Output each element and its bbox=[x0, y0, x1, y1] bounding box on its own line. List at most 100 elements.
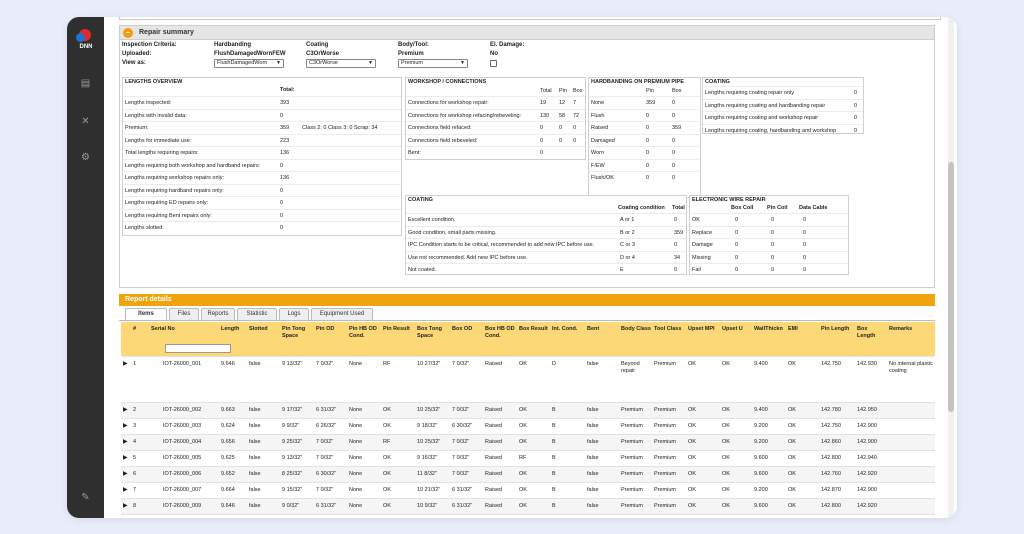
coating-cond-value: D or 4 bbox=[620, 254, 635, 261]
coating-cond-value: A or 1 bbox=[620, 217, 635, 223]
column-header[interactable]: WallThickn bbox=[754, 326, 783, 332]
table-row[interactable]: ▶ 8 IOT-26000_009 9.646 false 9 0/32" 6 31/32"… bbox=[121, 498, 935, 514]
coating-select[interactable]: C3OrWorse ▼ bbox=[306, 59, 376, 68]
table-cell: 142.920 bbox=[857, 471, 877, 477]
column-header[interactable]: Tool Class bbox=[654, 326, 682, 332]
table-cell: OK bbox=[788, 471, 796, 477]
ewr-row: Missing 0 0 0 bbox=[690, 250, 848, 264]
table-row[interactable]: ▶ 5 IOT-26000_005 9.625 false 9 13/32" 7 0/32"… bbox=[121, 450, 935, 466]
table-cell: 3 bbox=[133, 423, 137, 429]
workshop-row: Connections field rebeveled: 0 0 0 bbox=[406, 133, 585, 147]
table-cell: 9 0/32" bbox=[282, 503, 300, 509]
table-cell: 7 0/32" bbox=[452, 361, 470, 367]
table-row[interactable]: ▶9IOT-26000_0169.583false8 31/32"6 27/32… bbox=[121, 514, 935, 518]
table-cell: 9.656 bbox=[221, 439, 235, 445]
table-cell: 6 31/32" bbox=[452, 503, 473, 509]
lengths-row-value: 223 bbox=[280, 137, 290, 144]
hardbanding-select[interactable]: FlushDamagedWorn ▼ bbox=[214, 59, 284, 68]
tab-statistic[interactable]: Statistic bbox=[237, 308, 277, 320]
ewr-row-label: OK bbox=[692, 217, 700, 223]
table-row[interactable]: ▶ 3 IOT-26000_003 9.624 false 9 9/32" 6 26/32"… bbox=[121, 418, 935, 434]
column-header[interactable]: Body Class bbox=[621, 326, 651, 332]
column-header[interactable]: Bent bbox=[587, 326, 600, 332]
expand-row-icon[interactable]: ▶ bbox=[123, 407, 128, 413]
table-cell: Premium bbox=[621, 471, 644, 477]
tab-items[interactable]: Items bbox=[125, 308, 167, 320]
table-cell: None bbox=[349, 487, 363, 493]
table-cell: OK bbox=[688, 471, 696, 477]
column-header[interactable]: Int. Cond. bbox=[552, 326, 578, 332]
table-cell: false bbox=[249, 423, 261, 429]
body-tool-select[interactable]: Premium ▼ bbox=[398, 59, 468, 68]
ewr-row-label: Fail bbox=[692, 267, 701, 273]
table-cell: 7 0/32" bbox=[452, 439, 470, 445]
column-header[interactable]: Box Result bbox=[519, 326, 548, 332]
column-header[interactable]: Box OD bbox=[452, 326, 473, 332]
table-row[interactable]: ▶ 7 IOT-26000_007 9.664 false 9 15/32" 7 0/32"… bbox=[121, 482, 935, 498]
expand-row-icon[interactable]: ▶ bbox=[123, 487, 128, 493]
table-row[interactable]: ▶ 1 IOT-26000_001 9.646 false 9 13/32" 7 0/32"… bbox=[121, 356, 935, 402]
workshop-col-header: Total bbox=[540, 88, 552, 94]
column-header[interactable]: Box Length bbox=[857, 326, 876, 339]
table-cell: 9.646 bbox=[221, 361, 235, 367]
el-damage-label: El. Damage: bbox=[490, 42, 525, 48]
column-header[interactable]: Pin Length bbox=[821, 326, 850, 332]
table-row[interactable]: ▶ 2 IOT-26000_002 9.663 false 9 17/32" 6 31/32… bbox=[121, 402, 935, 418]
column-header[interactable]: Slotted bbox=[249, 326, 268, 332]
expand-row-icon[interactable]: ▶ bbox=[123, 423, 128, 429]
hardbanding-section: HARDBANDING ON PREMIUM PIPE Pin Box None 359… bbox=[588, 77, 701, 198]
repair-summary-header[interactable]: − Repair summary bbox=[119, 25, 935, 40]
lengths-row-label: Lengths requiring ED repairs only: bbox=[125, 200, 209, 206]
coating-cond-row: IPC Condition starts to be critical, rec… bbox=[406, 238, 686, 251]
expand-row-icon[interactable]: ▶ bbox=[123, 471, 128, 477]
gear-icon[interactable]: ⚙ bbox=[81, 152, 90, 163]
tab-equipment-used[interactable]: Equipment Used bbox=[311, 308, 373, 320]
coating-cond-label: Excellent condition. bbox=[408, 217, 456, 223]
column-header[interactable]: Upset MPI bbox=[688, 326, 715, 332]
tab-logs[interactable]: Logs bbox=[279, 308, 309, 320]
pencil-icon[interactable]: ✎ bbox=[81, 492, 90, 503]
column-header[interactable]: Remarks bbox=[889, 326, 913, 332]
table-row[interactable]: ▶ 4 IOT-26000_004 9.656 false 9 25/32" 7 0/32"… bbox=[121, 434, 935, 450]
lengths-overview-section-title: LENGTHS OVERVIEW bbox=[125, 79, 183, 85]
expand-row-icon[interactable]: ▶ bbox=[123, 503, 128, 509]
document-icon[interactable]: ▤ bbox=[80, 78, 91, 89]
column-header[interactable]: Box Tong Space bbox=[417, 326, 442, 339]
column-header[interactable]: Upset U bbox=[722, 326, 743, 332]
lengths-row-label: Lengths slotted: bbox=[125, 225, 164, 231]
table-cell: 10 25/32" bbox=[417, 439, 441, 445]
table-cell: 9 13/32" bbox=[282, 361, 303, 367]
column-header[interactable]: Serial No bbox=[151, 326, 175, 332]
serial-filter-input[interactable] bbox=[165, 344, 231, 353]
table-row[interactable]: ▶ 6 IOT-26000_006 9.652 false 8 25/32" 6 30/32… bbox=[121, 466, 935, 482]
expand-row-icon[interactable]: ▶ bbox=[123, 455, 128, 461]
table-cell: OK bbox=[722, 439, 730, 445]
expand-row-icon[interactable]: ▶ bbox=[123, 439, 128, 445]
table-cell: false bbox=[249, 407, 261, 413]
column-header[interactable]: # bbox=[133, 326, 137, 332]
column-header[interactable]: Pin HB OD Cond. bbox=[349, 326, 377, 339]
column-header[interactable]: EMI bbox=[788, 326, 798, 332]
vertical-scrollbar[interactable] bbox=[948, 17, 954, 518]
coating-label: Coating bbox=[306, 42, 329, 48]
coating-condition-section-title: COATING bbox=[408, 197, 433, 203]
expand-row-icon[interactable]: ▶ bbox=[123, 361, 128, 367]
workshop-row-value: 0 bbox=[540, 150, 544, 156]
hardbanding-row: Damaged 0 0 bbox=[589, 133, 700, 147]
dnn-logo[interactable]: DNN bbox=[75, 29, 97, 55]
report-details-header[interactable]: Report details bbox=[119, 294, 935, 306]
column-header[interactable]: Box HB OD Cond. bbox=[485, 326, 515, 339]
column-header[interactable]: Pin Result bbox=[383, 326, 410, 332]
tools-icon[interactable]: ✕ bbox=[81, 116, 90, 127]
table-cell: 142.950 bbox=[857, 407, 877, 413]
table-cell: OK bbox=[519, 471, 527, 477]
column-header[interactable]: Length bbox=[221, 326, 240, 332]
tab-files[interactable]: Files bbox=[169, 308, 199, 320]
hardbanding-row-value: 0 bbox=[672, 137, 676, 144]
scrollbar-thumb[interactable] bbox=[948, 162, 954, 412]
tab-reports[interactable]: Reports bbox=[201, 308, 235, 320]
column-header[interactable]: Pin Tong Space bbox=[282, 326, 306, 339]
column-header[interactable]: Pin OD bbox=[316, 326, 335, 332]
el-damage-checkbox[interactable] bbox=[490, 60, 497, 67]
collapse-icon[interactable]: − bbox=[123, 28, 133, 38]
